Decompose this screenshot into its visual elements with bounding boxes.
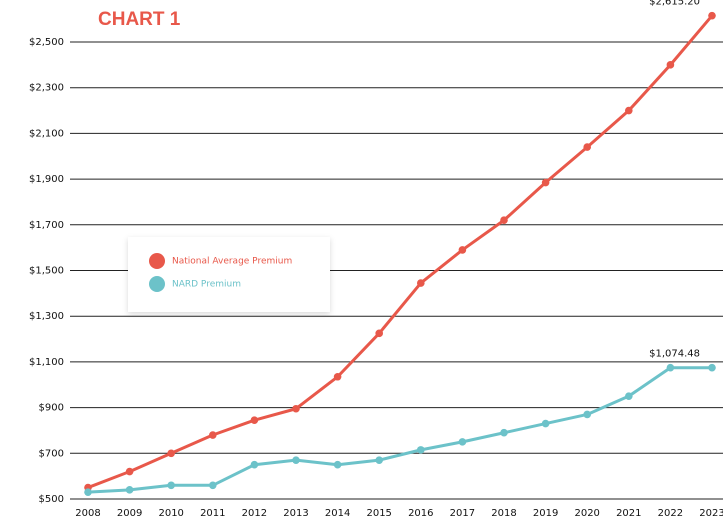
data-point [292, 456, 300, 464]
legend-label: NARD Premium [172, 280, 241, 290]
data-point [125, 467, 134, 476]
data-point [167, 449, 175, 458]
data-label: $1,074.48 [649, 349, 700, 360]
x-tick-label: 2015 [366, 508, 391, 519]
data-point [167, 481, 175, 490]
data-point [541, 178, 550, 187]
data-point [458, 438, 467, 446]
series-line [87, 366, 712, 494]
x-tick-label: 2010 [158, 508, 183, 519]
y-tick-label: $700 [39, 448, 64, 459]
x-tick-label: 2016 [408, 508, 433, 519]
y-tick-label: $1,700 [29, 220, 64, 231]
y-tick-label: $900 [39, 403, 64, 414]
data-point [417, 446, 425, 454]
data-point [708, 363, 716, 372]
y-tick-label: $2,100 [29, 128, 64, 139]
data-point [84, 488, 92, 496]
y-tick-label: $2,500 [29, 37, 64, 48]
y-tick-label: $1,900 [29, 174, 64, 185]
data-point [250, 460, 259, 469]
data-point [458, 246, 467, 254]
legend-swatch [149, 276, 165, 292]
data-point [250, 416, 259, 424]
data-point [708, 11, 716, 20]
data-point [375, 329, 384, 338]
x-tick-label: 2011 [200, 508, 225, 519]
x-tick-label: 2017 [450, 508, 475, 519]
x-tick-label: 2018 [491, 508, 516, 519]
data-point [417, 279, 425, 287]
y-tick-label: $2,300 [29, 83, 64, 94]
data-point [541, 419, 550, 428]
x-tick-label: 2022 [658, 508, 683, 519]
legend-swatch [149, 253, 165, 269]
data-point [333, 460, 342, 469]
data-point [500, 216, 508, 225]
data-point [375, 456, 384, 464]
legend-label: National Average Premium [172, 257, 292, 267]
data-point [500, 428, 508, 437]
series-line [87, 14, 714, 489]
x-tick-label: 2009 [117, 508, 142, 519]
x-tick-label: 2013 [283, 508, 308, 519]
x-tick-label: 2012 [242, 508, 267, 519]
data-point [209, 431, 217, 439]
chart-title: CHART 1 [98, 9, 181, 30]
x-tick-label: 2020 [574, 508, 599, 519]
x-tick-label: 2019 [533, 508, 558, 519]
data-point [666, 61, 675, 69]
data-point [209, 481, 217, 490]
legend-box [128, 237, 330, 312]
data-point [625, 392, 633, 400]
x-tick-label: 2014 [325, 508, 350, 519]
x-tick-label: 2023 [699, 508, 723, 519]
y-tick-label: $1,100 [29, 357, 64, 368]
data-point [583, 143, 591, 151]
y-tick-label: $500 [39, 494, 64, 505]
data-point [125, 486, 134, 494]
x-tick-label: 2021 [616, 508, 641, 519]
y-tick-label: $1,500 [29, 266, 64, 277]
x-tick-label: 2008 [75, 508, 100, 519]
data-point [666, 363, 675, 372]
data-point [583, 410, 591, 419]
data-point [292, 404, 300, 413]
data-point [333, 372, 342, 381]
data-label: $2,615.20 [649, 0, 700, 8]
y-tick-label: $1,300 [29, 311, 64, 322]
data-point [625, 106, 633, 115]
